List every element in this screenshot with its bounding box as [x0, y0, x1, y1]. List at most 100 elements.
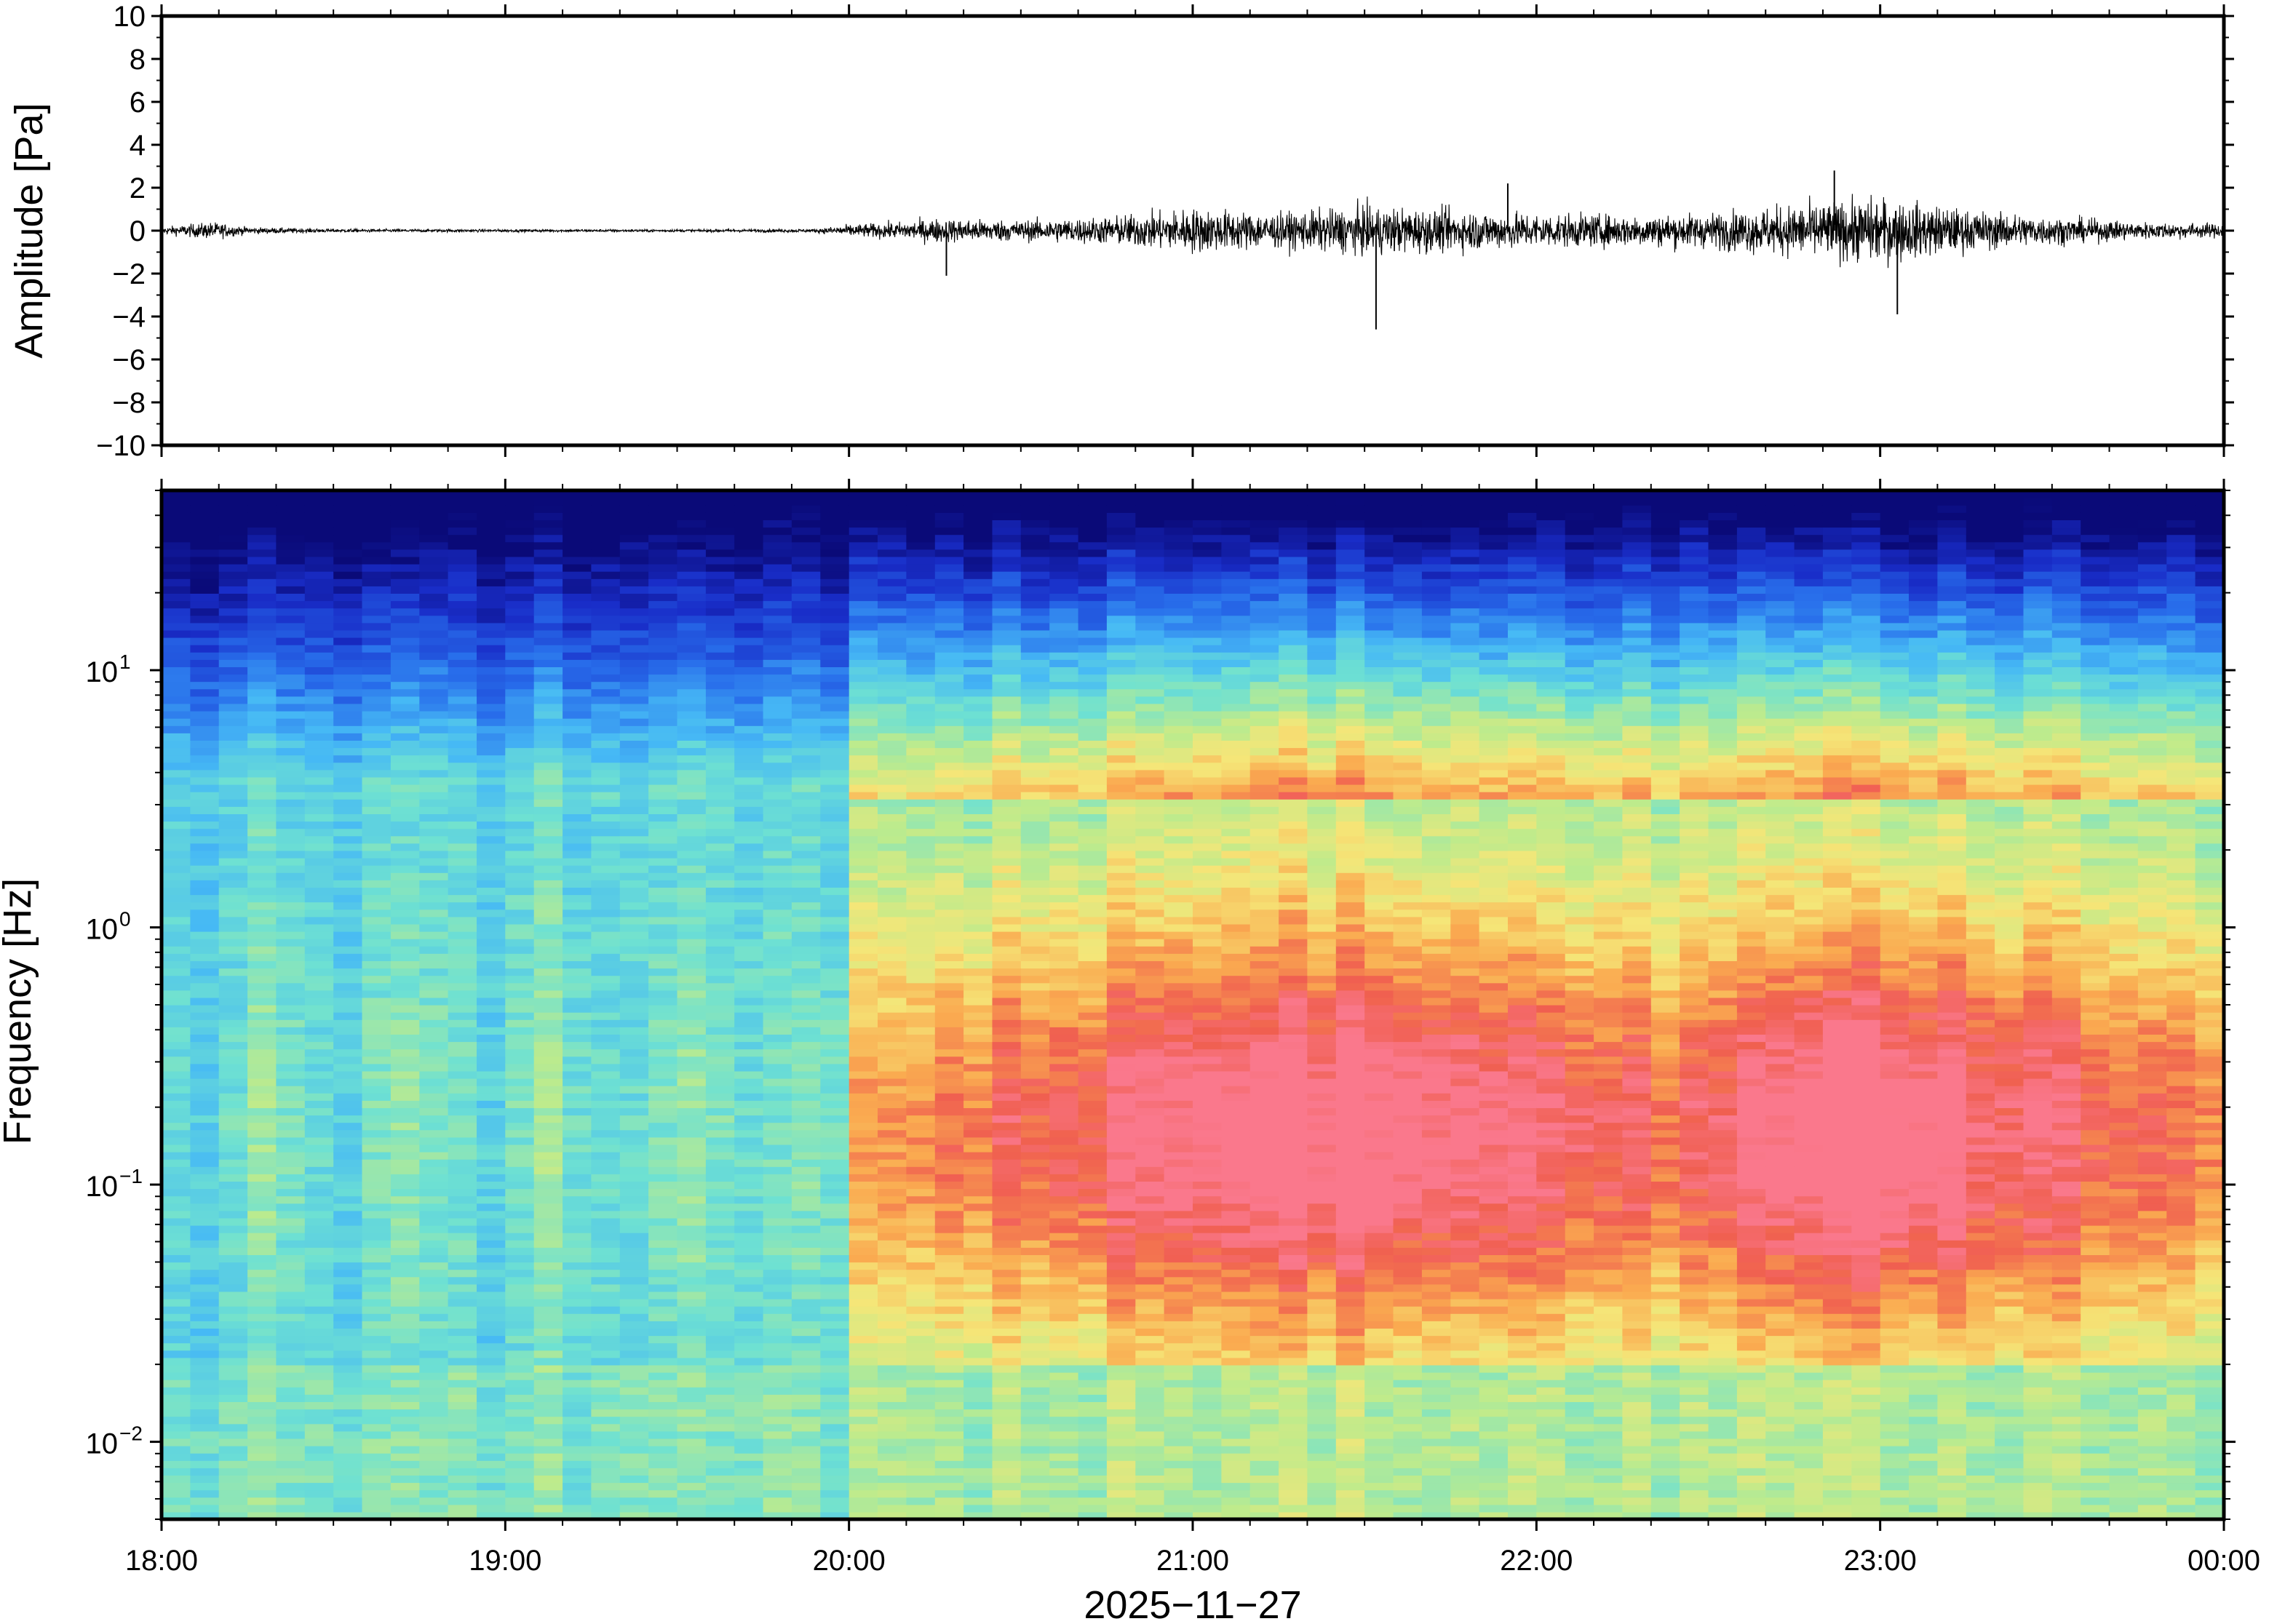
spectrogram-cell: [390, 718, 420, 726]
spectrogram-cell: [963, 821, 993, 829]
spectrogram-cell: [162, 1225, 191, 1233]
spectrogram-cell: [992, 1438, 1022, 1446]
spectrogram-cell: [333, 505, 363, 513]
spectrogram-cell: [448, 1350, 477, 1358]
spectrogram-cell: [247, 865, 277, 873]
spectrogram-cell: [563, 755, 592, 763]
spectrogram-cell: [1078, 1233, 1108, 1241]
spectrogram-cell: [619, 1070, 649, 1079]
spectrogram-cell: [705, 792, 735, 800]
spectrogram-cell: [878, 571, 907, 579]
spectrogram-cell: [218, 901, 248, 910]
spectrogram-cell: [162, 872, 191, 880]
spectrogram-cell: [849, 887, 878, 896]
spectrogram-cell: [304, 674, 334, 682]
spectrogram-cell: [734, 586, 764, 594]
spectrogram-cell: [333, 1475, 363, 1484]
spectrogram-cell: [1049, 880, 1079, 888]
spectrogram-cell: [390, 975, 420, 984]
spectrogram-cell: [677, 1321, 707, 1329]
spectrogram-cell: [218, 960, 248, 969]
spectrogram-cell: [992, 1093, 1022, 1101]
spectrogram-cell: [591, 1372, 621, 1380]
spectrogram-cell: [1049, 1137, 1079, 1145]
spectrogram-cell: [477, 564, 506, 572]
spectrogram-cell: [648, 946, 678, 954]
spectrogram-cell: [448, 923, 477, 932]
spectrogram-cell: [563, 1335, 592, 1344]
spectrogram-cell: [992, 850, 1022, 859]
spectrogram-cell: [190, 1203, 220, 1211]
spectrogram-cell: [1049, 1078, 1079, 1086]
spectrogram-cell: [505, 659, 535, 667]
spectrogram-cell: [763, 953, 792, 961]
spectrogram-cell: [648, 872, 678, 880]
spectrogram-cell: [1078, 659, 1108, 667]
spectrogram-cell: [247, 645, 277, 653]
spectrogram-cell: [505, 1122, 535, 1131]
spectrogram-cell: [906, 784, 936, 792]
spectrogram-cell: [563, 1342, 592, 1351]
spectrogram-cell: [1020, 872, 1050, 880]
spectrogram-cell: [533, 733, 563, 741]
spectrogram-cell: [247, 769, 277, 778]
spectrogram-cell: [533, 527, 563, 536]
spectrogram-cell: [963, 608, 993, 616]
spectrogram-cell: [505, 578, 535, 586]
spectrogram-cell: [1049, 688, 1079, 697]
spectrogram-cell: [533, 696, 563, 704]
spectrogram-cell: [648, 953, 678, 961]
spectrogram-cell: [247, 571, 277, 579]
spectrogram-cell: [190, 1342, 220, 1351]
spectrogram-cell: [763, 696, 792, 704]
spectrogram-cell: [591, 556, 621, 565]
spectrogram-cell: [820, 1012, 850, 1020]
waveform-y-tick-label: 2: [130, 172, 146, 204]
spectrogram-cell: [906, 1372, 936, 1380]
spectrogram-cell: [1020, 1283, 1050, 1292]
spectrogram-cell: [533, 1027, 563, 1035]
spectrogram-cell: [1049, 1387, 1079, 1395]
spectrogram-cell: [648, 1446, 678, 1454]
spectrogram-cell: [763, 520, 792, 528]
spectrogram-cell: [390, 696, 420, 704]
spectrogram-cell: [791, 1497, 821, 1505]
spectrogram-cell: [1106, 586, 1136, 594]
spectrogram-cell: [390, 1034, 420, 1043]
spectrogram-cell: [648, 975, 678, 984]
spectrogram-cell: [333, 645, 363, 653]
spectrogram-cell: [934, 1063, 964, 1072]
spectrogram-cell: [705, 1328, 735, 1337]
spectrogram-cell: [849, 755, 878, 763]
spectrogram-cell: [763, 1409, 792, 1417]
spectrogram-cell: [1078, 1188, 1108, 1197]
spectrogram-cell: [820, 850, 850, 859]
spectrogram-cell: [1020, 1306, 1050, 1314]
spectrogram-cell: [419, 1453, 449, 1461]
spectrogram-cell: [820, 755, 850, 763]
spectrogram-cell: [448, 894, 477, 903]
spectrogram-cell: [963, 1489, 993, 1498]
spectrogram-cell: [162, 835, 191, 844]
spectrogram-cell: [1049, 850, 1079, 859]
spectrogram-cell: [1078, 1321, 1108, 1329]
spectrogram-cell: [162, 1511, 191, 1519]
spectrogram-cell: [619, 835, 649, 844]
spectrogram-cell: [1106, 1306, 1136, 1314]
spectrogram-cell: [992, 946, 1022, 954]
spectrogram-cell: [1106, 960, 1136, 969]
spectrogram-cell: [734, 1283, 764, 1292]
spectrogram-cell: [906, 806, 936, 814]
spectrogram-cell: [1078, 1129, 1108, 1138]
spectrogram-cell: [906, 762, 936, 771]
spectrogram-cell: [934, 1144, 964, 1153]
spectrogram-cell: [763, 527, 792, 536]
spectrogram-cell: [934, 946, 964, 954]
spectrogram-cell: [705, 1166, 735, 1174]
spectrogram-cell: [1106, 1195, 1136, 1204]
spectrogram-cell: [505, 1328, 535, 1337]
spectrogram-cell: [1049, 674, 1079, 682]
spectrogram-cell: [1020, 578, 1050, 586]
spectrogram-cell: [1106, 600, 1136, 609]
spectrogram-cell: [448, 608, 477, 616]
